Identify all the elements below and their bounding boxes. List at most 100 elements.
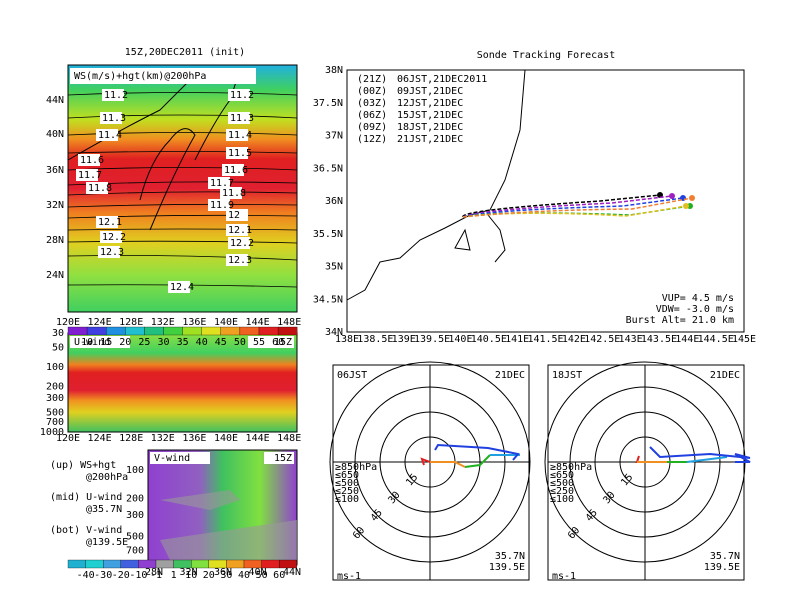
track-end — [683, 203, 689, 209]
colorbar-swatch — [208, 559, 227, 569]
colorbar-label: 20 — [203, 570, 215, 581]
colorbar-swatch — [258, 326, 279, 336]
contour-label: 12.2 — [102, 232, 126, 243]
colorbar-label: -40 — [77, 570, 95, 581]
x-tick-label: 144E — [246, 433, 270, 444]
colorbar-swatch — [239, 326, 260, 336]
colorbar-swatch — [67, 559, 86, 569]
colorbar-swatch — [155, 559, 174, 569]
colorbar-label: 10 — [185, 570, 197, 581]
note: (up) WS+hgt — [50, 460, 116, 471]
level-label: ≥850hPa — [550, 462, 592, 473]
x-tick-label: 140.5E — [471, 334, 507, 345]
coastline — [346, 69, 526, 301]
colorbar-label: 20 — [119, 337, 131, 348]
colorbar-swatch — [226, 559, 245, 569]
hodo-time: 18JST — [552, 370, 582, 381]
note: (mid) U-wind — [50, 492, 122, 503]
tracks — [462, 192, 695, 218]
x-tick-label: 145E — [732, 334, 756, 345]
legend-jst: 06JST,21DEC2011 — [397, 74, 487, 85]
level-label: ≤650 — [335, 470, 359, 481]
level-label: ≤100 — [550, 494, 574, 505]
x-tick-label: 140E — [448, 334, 472, 345]
y-tick-label: 24N — [46, 270, 64, 281]
colorbar-label: 60 — [273, 570, 285, 581]
contour-label: 11.2 — [104, 90, 128, 101]
hodo-date: 21DEC — [710, 370, 740, 381]
colorbar-swatch — [125, 326, 145, 336]
colorbar-label: -1 — [150, 570, 162, 581]
contour-label: 11.4 — [98, 130, 122, 141]
colorbar-label: -30 — [94, 570, 112, 581]
y-tick-label: 37.5N — [313, 98, 343, 109]
legend-utc: (03Z) — [357, 98, 387, 109]
x-tick-label: 138.5E — [357, 334, 393, 345]
x-tick-label: 44N — [283, 567, 301, 578]
x-tick-label: 32N — [179, 567, 197, 578]
track — [462, 195, 673, 218]
x-tick-label: 148E — [277, 433, 301, 444]
contour-label-bg — [96, 216, 118, 228]
y-tick-label: 100 — [46, 362, 64, 373]
colorbar-swatch — [220, 326, 241, 336]
legend-utc: (12Z) — [357, 134, 387, 145]
contour-label: 11.4 — [228, 130, 252, 141]
level-label: ≤650 — [550, 470, 574, 481]
colorbar-label: 15 — [100, 337, 112, 348]
contour-label: 11.3 — [102, 113, 126, 124]
hodo-trace — [420, 457, 431, 466]
y-tick-label: 200 — [46, 382, 64, 393]
contour-label-bg — [226, 147, 248, 159]
x-tick-label: 132E — [151, 317, 175, 328]
param: Burst Alt= 21.0 km — [626, 315, 734, 326]
panel-label: V-wind — [154, 453, 190, 464]
contour-label-bg — [102, 89, 124, 101]
x-tick-label: 144E — [246, 317, 270, 328]
panel-label: WS(m/s)+hgt(km)@200hPa — [74, 71, 206, 82]
colorbar-label: -10 — [129, 570, 147, 581]
colorbar-swatch — [277, 326, 298, 336]
contour-label: 11.3 — [230, 113, 254, 124]
hodographs — [329, 361, 751, 581]
contour-label-bg — [100, 231, 122, 243]
y-tick-label: 34.5N — [313, 294, 343, 305]
contour-label-bg — [222, 164, 244, 176]
x-tick-label: 142E — [562, 334, 586, 345]
hodo-trace — [430, 461, 466, 468]
x-tick-label: 139E — [392, 334, 416, 345]
y-tick-label: 200 — [126, 493, 144, 504]
colorbar-swatch — [106, 326, 126, 336]
contour-label: 12.1 — [98, 217, 122, 228]
note: @139.5E — [86, 537, 128, 548]
panel-time: 15Z — [274, 337, 292, 348]
contour-label-bg — [98, 246, 120, 258]
y-tick-label: 700 — [46, 417, 64, 428]
y-tick-label: 35.5N — [313, 229, 343, 240]
note: @200hPa — [86, 472, 128, 483]
y-tick-label: 32N — [46, 200, 64, 211]
hodo-time: 06JST — [337, 370, 367, 381]
y-tick-label: 500 — [46, 407, 64, 418]
x-tick-label: 136E — [182, 433, 206, 444]
hodo-trace — [649, 446, 751, 463]
colorbar-swatch — [67, 326, 88, 336]
y-tick-label: 100 — [126, 465, 144, 476]
colorbar-label: 1 — [171, 570, 177, 581]
contour-label: 11.8 — [222, 188, 246, 199]
y-tick-label: 36N — [46, 165, 64, 176]
contour-label: 12.2 — [230, 238, 254, 249]
x-tick-label: 28N — [145, 567, 163, 578]
level-label: ≤250 — [550, 486, 574, 497]
legend-jst: 18JST,21DEC — [397, 122, 463, 133]
panel-title: Sonde Tracking Forecast — [477, 50, 615, 61]
colorbar-label: 30 — [220, 570, 232, 581]
contour-label-bg — [226, 129, 248, 141]
colorbar-swatch — [182, 326, 202, 336]
lon: 139.5E — [704, 562, 740, 573]
colorbar-label: -20 — [112, 570, 130, 581]
lon: 139.5E — [489, 562, 525, 573]
x-tick-label: 144.5E — [698, 334, 734, 345]
colorbar-swatch — [120, 559, 139, 569]
